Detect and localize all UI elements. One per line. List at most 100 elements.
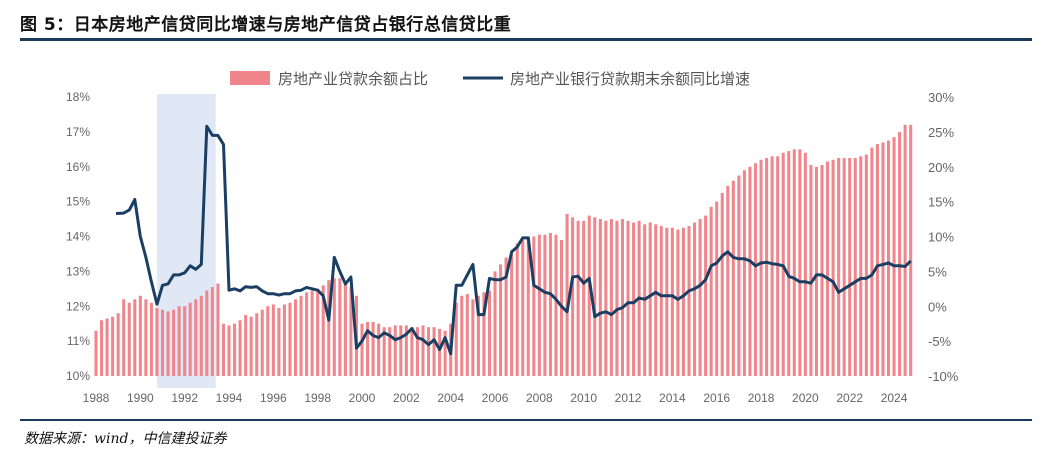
bar	[172, 309, 176, 376]
bar	[565, 213, 569, 376]
legend: 房地产业贷款余额占比 房地产业银行贷款期末余额同比增速	[230, 70, 750, 88]
legend-bar-label: 房地产业贷款余额占比	[278, 70, 428, 88]
x-tick-label: 2012	[615, 391, 642, 405]
bar	[537, 234, 541, 376]
bar	[487, 290, 492, 376]
line-series-layer	[115, 124, 912, 356]
bar	[787, 151, 791, 376]
bar	[687, 226, 691, 376]
x-tick-label: 1996	[260, 391, 287, 405]
bar	[332, 278, 336, 376]
bar	[742, 170, 746, 376]
y-left-tick-label: 11%	[67, 334, 90, 348]
x-tick-label: 2008	[526, 391, 553, 405]
bar	[831, 159, 835, 376]
bar	[105, 318, 109, 376]
bar	[210, 287, 214, 376]
bar	[94, 330, 98, 376]
bar	[582, 220, 586, 376]
x-tick-label: 2004	[437, 391, 464, 405]
y-right-tick-label: 25%	[928, 125, 954, 140]
bar	[720, 192, 724, 376]
y-right-tick-label: 30%	[928, 90, 954, 105]
bar	[432, 327, 436, 376]
bar	[305, 292, 309, 376]
bar	[144, 299, 148, 376]
bottom-rule	[20, 419, 1032, 421]
bar	[499, 264, 503, 376]
bar	[715, 201, 719, 376]
bar	[515, 243, 519, 376]
bar	[338, 278, 342, 376]
bar	[753, 163, 758, 376]
bar	[299, 295, 303, 376]
bar	[676, 229, 680, 376]
bar	[410, 327, 414, 376]
bar	[244, 314, 248, 376]
bar	[532, 236, 536, 376]
bar	[886, 140, 891, 376]
y-left-tick-label: 18%	[66, 90, 90, 104]
bar	[377, 323, 381, 376]
axis-layer: 10% 11% 12% 13% 14% 15% 16% 17% 18% -10% -5% 0% 5% 10…	[66, 90, 959, 405]
bar	[864, 154, 868, 376]
bar	[349, 287, 353, 376]
bar	[504, 257, 508, 376]
source-note: 数据来源：wind，中信建投证券	[24, 431, 227, 447]
bar	[709, 206, 713, 376]
bar	[327, 280, 331, 376]
bar	[260, 309, 264, 376]
y-right-tick-label: -5%	[928, 334, 952, 349]
bar	[127, 302, 131, 376]
bar	[726, 185, 730, 376]
bar	[111, 316, 115, 376]
bar	[100, 320, 104, 376]
bar	[133, 299, 137, 376]
bar	[249, 316, 253, 376]
bar	[798, 149, 802, 376]
bar	[471, 299, 475, 376]
y-left-tick-label: 15%	[66, 195, 90, 209]
bar	[792, 149, 796, 376]
bar	[571, 217, 575, 376]
bar	[809, 165, 813, 376]
bar	[859, 156, 863, 376]
y-left-tick-label: 13%	[66, 264, 90, 278]
bar	[366, 321, 370, 376]
bar	[770, 156, 774, 376]
bar	[343, 281, 347, 376]
x-tick-label: 2018	[748, 391, 775, 405]
bar	[593, 217, 597, 376]
bar	[166, 311, 170, 376]
bar	[875, 144, 879, 376]
x-tick-label: 2024	[881, 391, 908, 405]
x-tick-label: 2014	[659, 391, 686, 405]
bar	[837, 158, 841, 376]
y-right-tick-label: 20%	[928, 160, 954, 175]
bar	[382, 327, 386, 376]
bar	[648, 222, 652, 376]
bar	[848, 158, 852, 376]
bar	[404, 325, 408, 376]
bar	[759, 159, 763, 376]
x-tick-label: 2000	[349, 391, 376, 405]
bar	[149, 302, 153, 376]
bar	[842, 158, 846, 376]
bar	[737, 175, 741, 376]
bar	[282, 304, 286, 376]
bar	[183, 306, 187, 376]
bar	[704, 215, 708, 376]
bar	[199, 295, 203, 376]
bar	[271, 304, 275, 376]
bar	[465, 294, 469, 376]
bar	[415, 327, 419, 376]
bar	[626, 220, 630, 376]
bar	[293, 299, 298, 376]
bar	[277, 307, 281, 376]
bar	[587, 215, 591, 376]
x-tick-label: 1994	[216, 391, 243, 405]
bar	[892, 137, 896, 376]
bar	[604, 220, 608, 376]
y-left-tick-label: 16%	[66, 160, 90, 174]
x-tick-label: 2022	[836, 391, 863, 405]
